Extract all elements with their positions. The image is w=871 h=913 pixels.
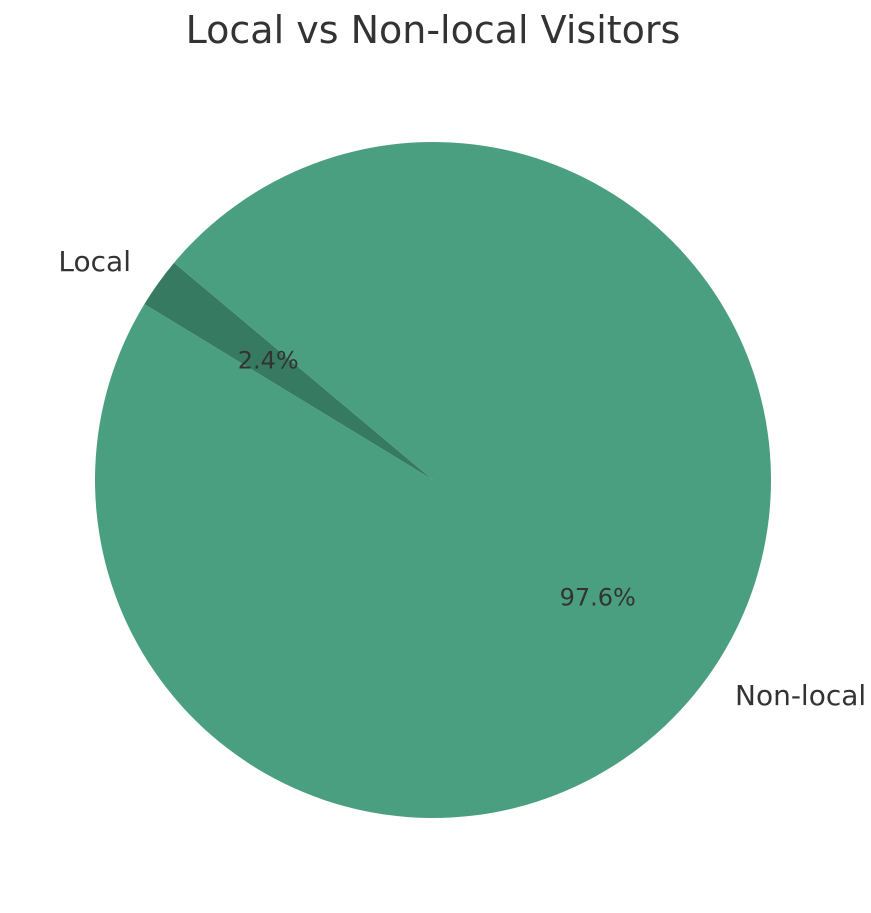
slice-label-local: Local [58, 245, 131, 278]
slice-percent-non-local: 97.6% [560, 583, 636, 611]
pie-slice-local [144, 262, 433, 480]
slice-percent-local: 2.4% [238, 347, 299, 375]
chart-title: Local vs Non-local Visitors [186, 8, 681, 52]
slice-label-non-local: Non-local [735, 679, 866, 712]
pie-slice-non-local [94, 142, 771, 819]
pie-slices [94, 142, 771, 819]
pie-labels: Local 2.4% Non-local 97.6% [58, 245, 866, 712]
